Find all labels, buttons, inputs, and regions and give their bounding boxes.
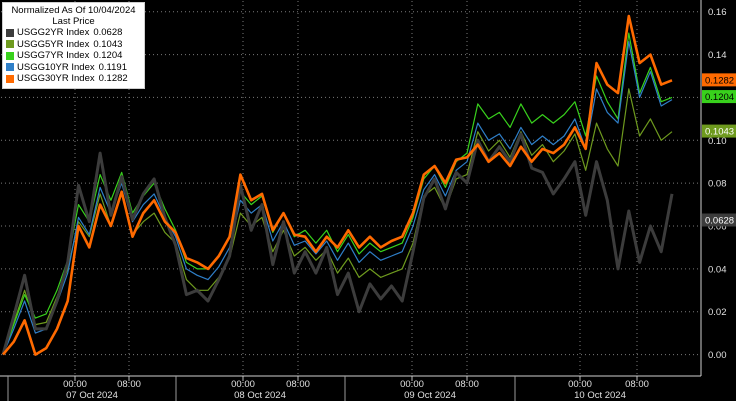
legend-value: 0.0628 [93,27,123,38]
legend-subtitle: Last Price [52,16,95,27]
legend-value: 0.1282 [98,73,128,84]
legend-label: USGG5YR Index [17,38,90,50]
y-tick-label: 0.14 [708,50,727,61]
x-tick-label: 00:00 [63,379,87,390]
value-tag-bg [702,90,736,104]
legend-swatch [6,74,14,83]
y-tick-label: 0.06 [708,222,727,233]
legend-item: USGG7YR Index 0.1204 [6,50,141,62]
x-tick-label: 00:00 [231,379,255,390]
day-label: 10 Oct 2024 [574,390,626,401]
x-tick-label: 08:00 [117,379,141,390]
legend-value: 0.1043 [93,38,123,50]
legend-title: Normalized As Of 10/04/2024 [11,5,136,16]
series-line-usgg7yr [2,32,673,355]
legend-label: USGG30YR Index [17,73,95,84]
value-tag-label: 0.1204 [705,92,734,103]
day-label: 08 Oct 2024 [234,390,286,401]
y-tick-label: 0.04 [708,264,727,275]
day-label: 07 Oct 2024 [66,390,118,401]
series-line-usgg2yr [1,132,674,356]
legend-label: USGG10YR Index [17,61,95,73]
legend-item: USGG10YR Index 0.1191 [6,62,141,74]
value-tag-label: 0.1282 [705,75,734,86]
day-label: 09 Oct 2024 [404,390,456,401]
series-lines [1,14,674,356]
y-tick-label: 0.16 [708,7,727,18]
legend: Normalized As Of 10/04/2024 Last Price U… [2,2,145,89]
x-axis: 00:00 08:00 00:00 08:00 00:00 08:00 00:00 08:00… [0,375,701,401]
y-tick-label: 0.00 [708,350,727,361]
legend-item: USGG5YR Index 0.1043 [6,39,141,51]
legend-swatch [6,51,14,60]
legend-items: USGG2YR Index 0.0628 USGG5YR Index 0.1043 US… [6,27,141,85]
series-line-usgg30yr [2,14,673,356]
x-tick-label: 00:00 [568,379,592,390]
value-tag-label: 0.1043 [705,127,734,138]
y-tick-label: 0.10 [708,136,727,147]
y-tick-label: 0.08 [708,179,727,190]
legend-label: USGG2YR Index [17,27,90,38]
value-tag-bg [702,73,736,87]
y-tick-label: 0.02 [708,307,727,318]
legend-swatch [6,63,14,72]
value-tag-label: 0.0628 [705,216,734,227]
legend-item: USGG30YR Index 0.1282 [6,73,141,85]
x-tick-label: 08:00 [455,379,479,390]
legend-value: 0.1204 [93,50,123,61]
legend-label: USGG7YR Index [17,50,90,61]
last-value-tags: 0.1282 0.1204 0.1043 0.0628 [702,73,736,227]
value-tag-bg [702,213,736,227]
x-tick-label: 08:00 [625,379,649,390]
x-tick-label: 00:00 [400,379,424,390]
legend-swatch [6,28,14,37]
y-axis: 0.000.020.040.060.080.100.120.140.16 [700,0,727,376]
legend-value: 0.1191 [98,61,127,73]
legend-item: USGG2YR Index 0.0628 [6,27,141,39]
legend-swatch [6,40,14,49]
x-tick-label: 08:00 [286,379,310,390]
value-tag-bg [702,124,736,138]
